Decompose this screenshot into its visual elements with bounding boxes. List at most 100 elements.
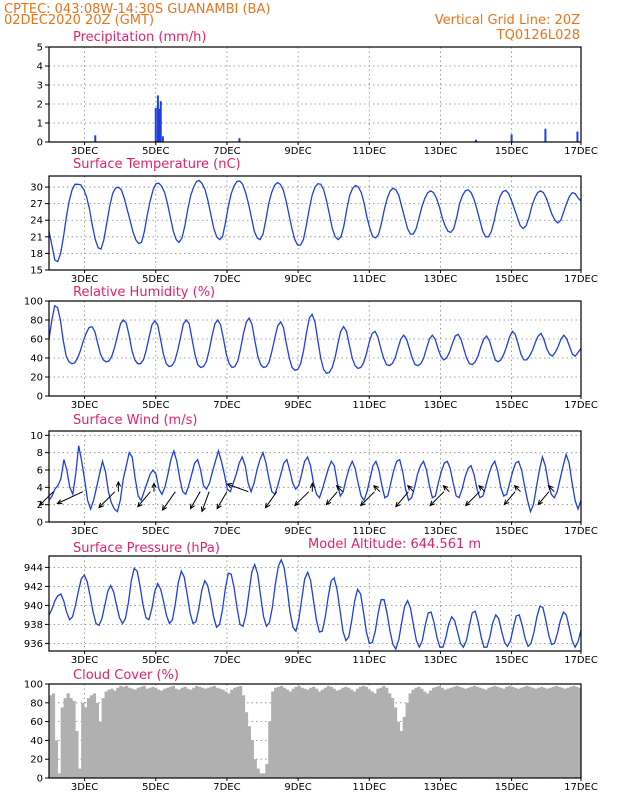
- rh-xtick-label: 11DEC: [352, 400, 386, 411]
- cloud-bar: [437, 685, 441, 778]
- cloud-bar: [367, 689, 371, 778]
- rh-xtick-label: 9DEC: [284, 400, 311, 411]
- wind-arrow: [464, 491, 480, 507]
- wind-xtick-label: 11DEC: [352, 526, 386, 537]
- precip-bar: [510, 134, 513, 142]
- pressure-xtick-label: 5DEC: [142, 655, 169, 666]
- cloud-bar: [317, 691, 322, 778]
- pressure-xtick-label: 11DEC: [352, 655, 386, 666]
- wind-arrow: [513, 484, 521, 493]
- cloud-bar: [89, 695, 94, 778]
- cloud-bar: [101, 698, 105, 778]
- cloud-bar: [171, 685, 175, 778]
- cloud-bar: [84, 707, 88, 778]
- wind-xtick-label: 13DEC: [424, 526, 458, 537]
- wind-xtick-label: 15DEC: [495, 526, 529, 537]
- cloud-bar: [98, 721, 102, 778]
- cloud-bar: [364, 686, 368, 778]
- precip-xtick-label: 3DEC: [71, 146, 98, 157]
- cloud-bar: [125, 685, 129, 778]
- rh-series-line: [48, 304, 582, 374]
- wind-arrow: [373, 484, 381, 493]
- cloud-bar: [429, 690, 433, 778]
- cloud-ytick-label: 80: [30, 698, 43, 709]
- cloud-bar: [426, 693, 430, 778]
- cloud-ytick-label: 40: [30, 736, 43, 747]
- cloud-bar: [148, 687, 152, 778]
- wind-arrow-shaft: [201, 491, 210, 512]
- cloud-bar: [329, 686, 333, 778]
- cloud-bar: [338, 689, 342, 778]
- temp-xtick-label: 9DEC: [284, 274, 311, 285]
- rh-ytick-label: 60: [30, 335, 43, 346]
- wind-arrow: [200, 491, 210, 513]
- cloud-xtick-label: 3DEC: [71, 782, 98, 793]
- cloud-bar: [209, 686, 213, 778]
- precip-bar: [475, 139, 478, 142]
- wind-arrow-shaft: [443, 485, 450, 493]
- cloud-bar: [215, 687, 219, 778]
- cloud-bar: [566, 687, 570, 778]
- rh-ytick-label: 0: [37, 392, 43, 403]
- precip-bar: [238, 138, 241, 142]
- pressure-panel: Surface Pressure (hPa) 936 938 940 942 944 3DE…: [24, 541, 598, 666]
- wind-arrow: [547, 484, 555, 493]
- wind-arrow-head: [429, 500, 436, 507]
- wind-arrow: [335, 484, 343, 493]
- cloud-bar: [458, 686, 462, 778]
- cloud-xtick-label: 9DEC: [284, 782, 311, 793]
- cloud-bar: [528, 686, 532, 778]
- cloud-title: Cloud Cover (%): [73, 668, 179, 683]
- wind-xtick-label: 7DEC: [213, 526, 240, 537]
- cloud-bar: [475, 686, 479, 778]
- cloud-xtick-label: 7DEC: [213, 782, 240, 793]
- wind-arrow-shaft: [294, 491, 310, 506]
- pressure-xtick-label: 15DEC: [495, 655, 529, 666]
- cloud-bar: [116, 687, 120, 778]
- wind-arrow-shaft: [216, 491, 228, 509]
- wind-arrow-head: [325, 499, 332, 506]
- cloud-bar: [285, 689, 289, 778]
- cloud-bar: [563, 688, 567, 778]
- precip-frame: [48, 46, 582, 143]
- precip-ytick-label: 1: [37, 119, 43, 130]
- pressure-ytick-label: 944: [24, 563, 43, 574]
- cloud-bar: [355, 688, 360, 778]
- rh-panel: Relative Humidity (%) 0 20 40 60 80 100 3DEC 5DE…: [24, 285, 598, 411]
- cloud-bar: [399, 731, 403, 778]
- wind-xtick-label: 3DEC: [71, 526, 98, 537]
- wind-arrow-head: [406, 484, 413, 491]
- precip-title: Precipitation (mm/h): [73, 30, 206, 45]
- temp-title: Surface Temperature (nC): [73, 157, 241, 172]
- wind-arrow-shaft: [162, 491, 176, 511]
- cloud-bar: [534, 688, 538, 778]
- cloud-bar: [250, 740, 254, 778]
- pressure-ytick-label: 942: [24, 582, 43, 593]
- cloud-bar: [241, 695, 246, 778]
- temp-ytick-label: 21: [30, 232, 43, 243]
- precip-bar: [544, 128, 547, 142]
- wind-arrow-head: [115, 480, 122, 487]
- cloud-bar: [262, 773, 266, 778]
- cloud-bar: [361, 685, 365, 778]
- wind-arrow: [478, 484, 486, 493]
- cloud-bar: [183, 686, 187, 778]
- grid-note: Vertical Grid Line: 20Z: [435, 13, 580, 28]
- wind-arrow-head: [151, 482, 157, 488]
- wind-arrow: [216, 491, 228, 510]
- temp-ytick-label: 24: [30, 216, 43, 227]
- cloud-bar: [309, 687, 313, 778]
- wind-arrow: [151, 482, 157, 492]
- cloud-bar: [81, 702, 85, 778]
- wind-arrow-head: [38, 500, 45, 507]
- cloud-bar: [168, 686, 173, 778]
- wind-series-line: [48, 445, 582, 514]
- cloud-bar: [51, 693, 56, 778]
- cloud-bar: [198, 686, 202, 778]
- wind-arrow: [503, 491, 516, 506]
- cloud-bar: [192, 687, 196, 778]
- rh-xtick-label: 13DEC: [424, 400, 458, 411]
- cloud-bar: [201, 687, 205, 778]
- wind-arrow: [325, 491, 338, 506]
- cloud-bar: [478, 687, 482, 778]
